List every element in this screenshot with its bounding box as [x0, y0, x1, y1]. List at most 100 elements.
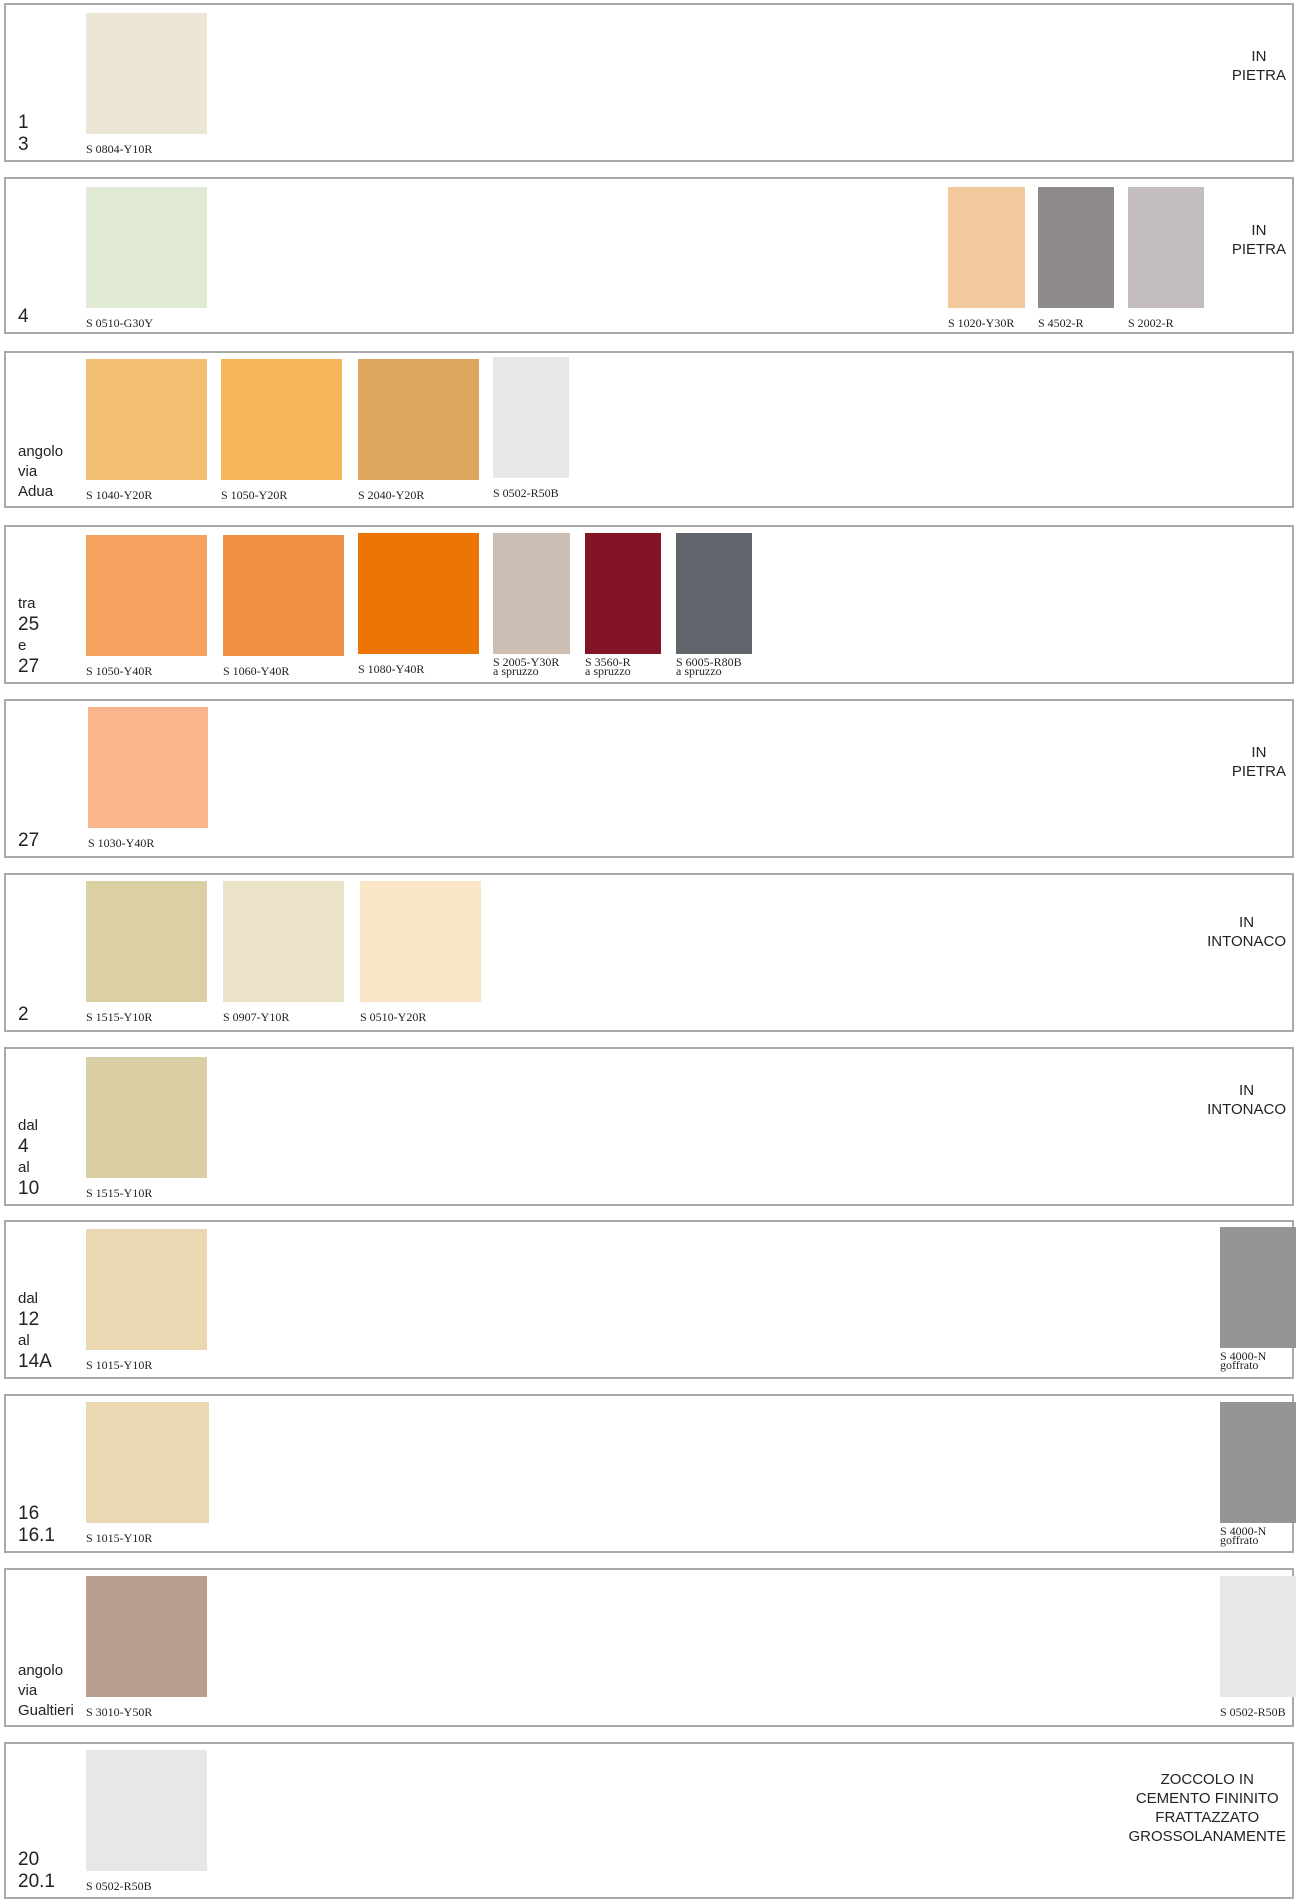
color-code: S 1030-Y40R: [88, 836, 155, 850]
color-chip: [86, 13, 207, 134]
address-label-line: 14A: [18, 1351, 52, 1372]
address-label-line: 20.1: [18, 1871, 55, 1892]
color-chip: [358, 359, 479, 480]
color-swatch: S 0907-Y10R: [223, 881, 344, 1030]
color-chip: [88, 707, 208, 828]
color-swatch: S 0502-R50B: [1220, 1576, 1296, 1725]
address-label-line: angolo: [18, 443, 64, 460]
material-note: ZOCCOLO IN CEMENTO FININITO FRATTAZZATO GRO…: [1128, 1770, 1286, 1846]
color-code: S 1080-Y40R: [358, 662, 425, 676]
color-swatch: S 3010-Y50R: [86, 1576, 207, 1725]
color-swatch: S 1015-Y10R: [86, 1229, 207, 1377]
material-note-line: IN: [1239, 1082, 1255, 1099]
color-swatch: S 1050-Y40R: [86, 535, 207, 682]
color-swatch: S 4000-N goffrato: [1220, 1402, 1296, 1551]
address-row: angolo via Adua S 1040-Y20R S 1050-Y20R S 204…: [4, 351, 1294, 508]
address-label: 2: [18, 1004, 29, 1026]
color-chip: [223, 535, 344, 656]
material-note-line: IN: [1251, 744, 1267, 761]
color-code: S 3560-R: [585, 655, 631, 669]
address-row: dal 4 al 10 S 1515-Y10R IN INTONACO: [4, 1047, 1294, 1206]
color-chip: [86, 359, 207, 480]
address-label: tra 25 e 27: [18, 594, 39, 678]
address-label: 4: [18, 306, 29, 328]
address-label-line: tra: [18, 595, 36, 612]
color-swatch: S 0804-Y10R: [86, 13, 207, 160]
address-label-line: 3: [18, 134, 29, 155]
color-chip: [223, 881, 344, 1002]
address-label-line: angolo: [18, 1662, 64, 1679]
color-chip: [86, 535, 207, 656]
address-label-line: via: [18, 1682, 38, 1699]
finish-note: goffrato: [1220, 1358, 1259, 1372]
address-label-line: 2: [18, 1004, 29, 1025]
color-chip: [1220, 1227, 1296, 1348]
address-label-line: 16.1: [18, 1525, 55, 1546]
color-swatch: S 1015-Y10R: [86, 1402, 209, 1551]
address-label-line: 27: [18, 830, 40, 851]
address-label-line: 20: [18, 1849, 40, 1870]
color-swatch: S 1030-Y40R: [88, 707, 208, 856]
color-chip: [86, 187, 207, 308]
color-chip: [1038, 187, 1114, 308]
address-row: 2 S 1515-Y10R S 0907-Y10R S 0510-Y20R IN INTO…: [4, 873, 1294, 1032]
color-chip: [948, 187, 1025, 308]
color-chip: [86, 1057, 207, 1178]
color-code: S 2040-Y20R: [358, 488, 425, 502]
address-label: 20 20.1: [18, 1849, 55, 1893]
material-note: IN INTONACO: [1207, 913, 1286, 951]
finish-note: goffrato: [1220, 1533, 1259, 1547]
address-row: dal 12 al 14A S 1015-Y10R S 4000-N goffrato: [4, 1220, 1296, 1379]
color-code: S 1515-Y10R: [86, 1010, 153, 1024]
address-label-line: Adua: [18, 483, 54, 500]
color-swatch: S 1080-Y40R: [358, 533, 479, 682]
color-code: S 1015-Y10R: [86, 1531, 153, 1545]
color-swatch: S 3560-R a spruzzo: [585, 533, 661, 682]
color-swatch: S 1060-Y40R: [223, 535, 344, 682]
color-code: S 4000-N: [1220, 1524, 1267, 1538]
color-code: S 0510-Y20R: [360, 1010, 427, 1024]
material-note-line: INTONACO: [1207, 1101, 1286, 1118]
finish-note: a spruzzo: [585, 664, 631, 678]
finish-note: a spruzzo: [676, 664, 722, 678]
address-row: angolo via Gualtieri S 3010-Y50R S 0502-R50B: [4, 1568, 1296, 1727]
material-note: IN PIETRA: [1232, 47, 1286, 85]
color-code: S 0804-Y10R: [86, 142, 153, 156]
address-label: 16 16.1: [18, 1503, 55, 1547]
color-code: S 2002-R: [1128, 316, 1174, 330]
material-note: IN INTONACO: [1207, 1081, 1286, 1119]
address-label-line: 4: [18, 306, 29, 327]
material-note-line: INTONACO: [1207, 933, 1286, 950]
material-note-line: GROSSOLANAMENTE: [1128, 1828, 1286, 1845]
color-code: S 6005-R80B: [676, 655, 742, 669]
color-swatch: S 0510-Y20R: [360, 881, 481, 1030]
material-note: IN PIETRA: [1232, 743, 1286, 781]
address-label: angolo via Adua: [18, 442, 63, 502]
color-swatch: S 1020-Y30R: [948, 187, 1025, 332]
address-label-line: 1: [18, 112, 29, 133]
material-note: IN PIETRA: [1232, 221, 1286, 259]
color-code: S 0907-Y10R: [223, 1010, 290, 1024]
address-label: dal 4 al 10: [18, 1116, 39, 1200]
color-swatch: S 0502-R50B: [493, 357, 569, 506]
address-label-line: via: [18, 463, 38, 480]
address-label-line: 4: [18, 1136, 29, 1157]
address-label-line: 27: [18, 656, 40, 677]
address-row: 20 20.1 S 0502-R50B ZOCCOLO IN CEMENTO FININ…: [4, 1742, 1294, 1899]
material-note-line: CEMENTO FININITO: [1135, 1790, 1279, 1807]
material-note-line: PIETRA: [1231, 67, 1286, 84]
address-label-line: 10: [18, 1178, 40, 1199]
color-chip: [1220, 1576, 1296, 1697]
address-label: angolo via Gualtieri: [18, 1661, 74, 1721]
color-chip: [86, 1750, 207, 1871]
color-code: S 3010-Y50R: [86, 1705, 153, 1719]
color-swatch: S 1515-Y10R: [86, 1057, 207, 1204]
color-chip: [493, 357, 569, 478]
material-note-line: PIETRA: [1231, 763, 1286, 780]
color-chip: [86, 1402, 209, 1523]
address-label-line: dal: [18, 1290, 39, 1307]
color-swatch: S 2005-Y30R a spruzzo: [493, 533, 570, 682]
material-note-line: PIETRA: [1231, 241, 1286, 258]
material-note-line: FRATTAZZATO: [1155, 1809, 1260, 1826]
